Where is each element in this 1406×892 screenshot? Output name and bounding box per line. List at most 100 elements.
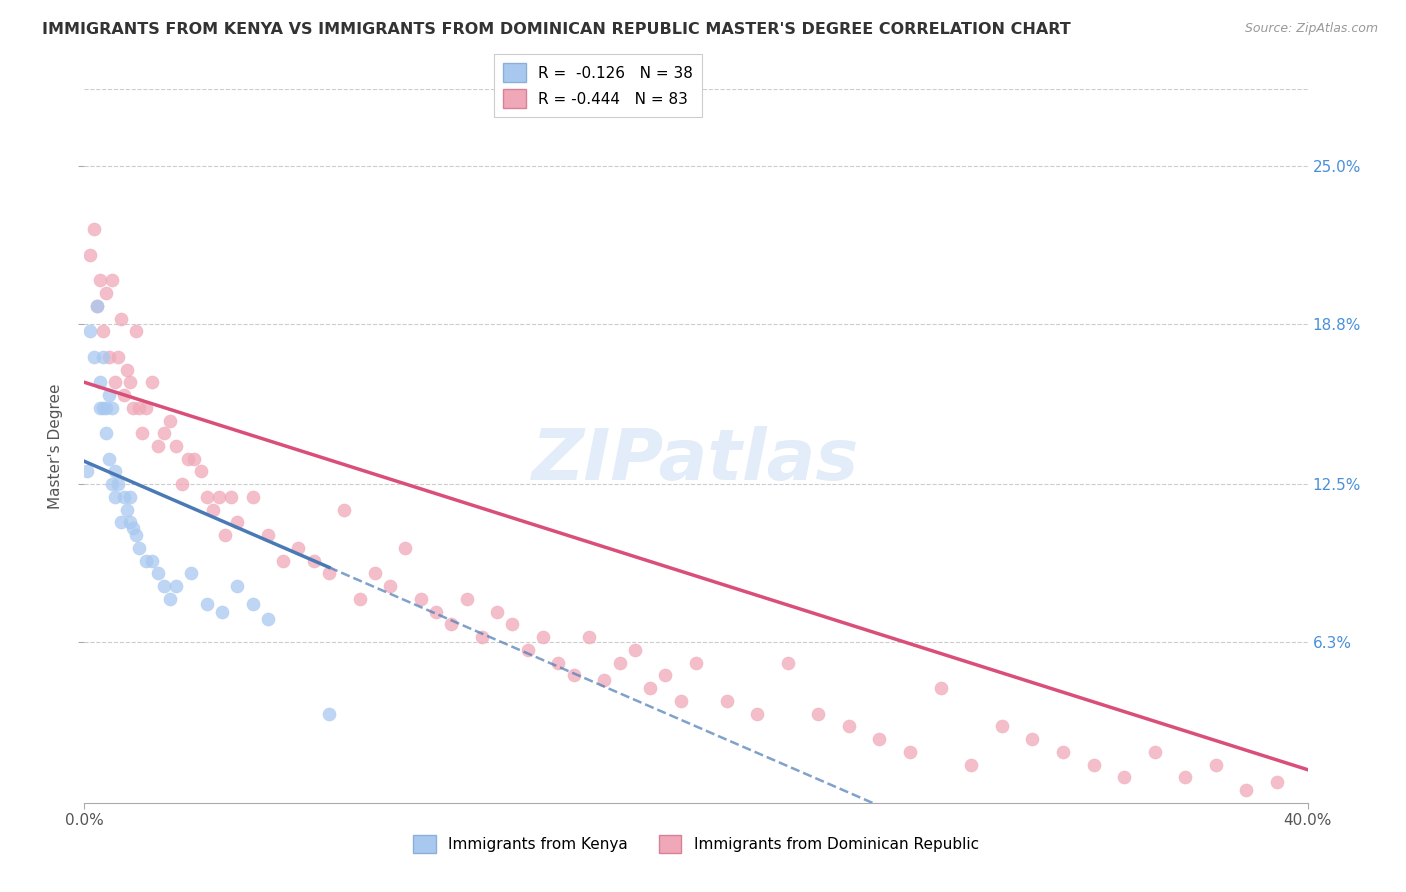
Point [531, 630, 554, 644]
Point [146, 566, 169, 581]
Point [112, 490, 135, 504]
Point [609, 656, 631, 670]
Point [1114, 770, 1136, 784]
Point [89, 376, 111, 390]
Point [516, 643, 538, 657]
Point [624, 643, 647, 657]
Point [91, 324, 114, 338]
Point [747, 706, 769, 721]
Point [991, 719, 1014, 733]
Point [869, 732, 891, 747]
Point [201, 502, 224, 516]
Point [120, 516, 142, 530]
Point [172, 477, 194, 491]
Point [226, 579, 249, 593]
Point [115, 362, 138, 376]
Point [486, 605, 509, 619]
Point [94, 426, 117, 441]
Point [211, 605, 233, 619]
Point [125, 324, 148, 338]
Point [159, 413, 181, 427]
Point [141, 554, 163, 568]
Point [214, 528, 236, 542]
Point [104, 376, 127, 390]
Point [110, 516, 132, 530]
Point [1083, 757, 1105, 772]
Point [242, 597, 264, 611]
Point [1236, 783, 1258, 797]
Point [159, 591, 181, 606]
Point [242, 490, 264, 504]
Point [1143, 745, 1166, 759]
Text: ZIPatlas: ZIPatlas [533, 425, 859, 495]
Point [257, 612, 280, 626]
Point [177, 451, 200, 466]
Point [128, 541, 150, 555]
Point [89, 273, 111, 287]
Legend: Immigrants from Kenya, Immigrants from Dominican Republic: Immigrants from Kenya, Immigrants from D… [406, 829, 986, 859]
Point [208, 490, 231, 504]
Point [929, 681, 952, 695]
Point [91, 401, 114, 415]
Point [141, 376, 163, 390]
Point [838, 719, 860, 733]
Point [409, 591, 432, 606]
Point [89, 401, 111, 415]
Point [349, 591, 371, 606]
Point [318, 566, 340, 581]
Point [115, 502, 138, 516]
Text: IMMIGRANTS FROM KENYA VS IMMIGRANTS FROM DOMINICAN REPUBLIC MASTER'S DEGREE CORR: IMMIGRANTS FROM KENYA VS IMMIGRANTS FROM… [42, 22, 1071, 37]
Point [302, 554, 325, 568]
Point [578, 630, 600, 644]
Point [131, 426, 153, 441]
Point [153, 579, 176, 593]
Point [101, 477, 124, 491]
Point [101, 273, 124, 287]
Point [333, 502, 356, 516]
Point [86, 299, 108, 313]
Point [1205, 757, 1227, 772]
Point [471, 630, 494, 644]
Point [122, 401, 145, 415]
Point [135, 401, 157, 415]
Point [83, 350, 105, 364]
Point [219, 490, 242, 504]
Point [190, 465, 212, 479]
Point [425, 605, 447, 619]
Point [1265, 775, 1288, 789]
Point [654, 668, 676, 682]
Text: Source: ZipAtlas.com: Source: ZipAtlas.com [1244, 22, 1378, 36]
Point [318, 706, 340, 721]
Point [165, 439, 187, 453]
Point [669, 694, 692, 708]
Point [257, 528, 280, 542]
Point [562, 668, 585, 682]
Point [1174, 770, 1197, 784]
Point [125, 528, 148, 542]
Point [183, 451, 205, 466]
Point [122, 520, 145, 534]
Point [807, 706, 830, 721]
Point [165, 579, 187, 593]
Point [107, 477, 129, 491]
Point [97, 388, 120, 402]
Point [1021, 732, 1043, 747]
Point [456, 591, 478, 606]
Point [776, 656, 799, 670]
Point [271, 554, 294, 568]
Point [440, 617, 463, 632]
Point [97, 451, 120, 466]
Point [898, 745, 921, 759]
Point [195, 597, 218, 611]
Point [83, 222, 105, 236]
Point [960, 757, 983, 772]
Point [97, 350, 120, 364]
Point [394, 541, 416, 555]
Point [94, 401, 117, 415]
Point [364, 566, 387, 581]
Point [593, 673, 616, 688]
Point [101, 401, 124, 415]
Point [1052, 745, 1074, 759]
Point [685, 656, 707, 670]
Point [86, 299, 108, 313]
